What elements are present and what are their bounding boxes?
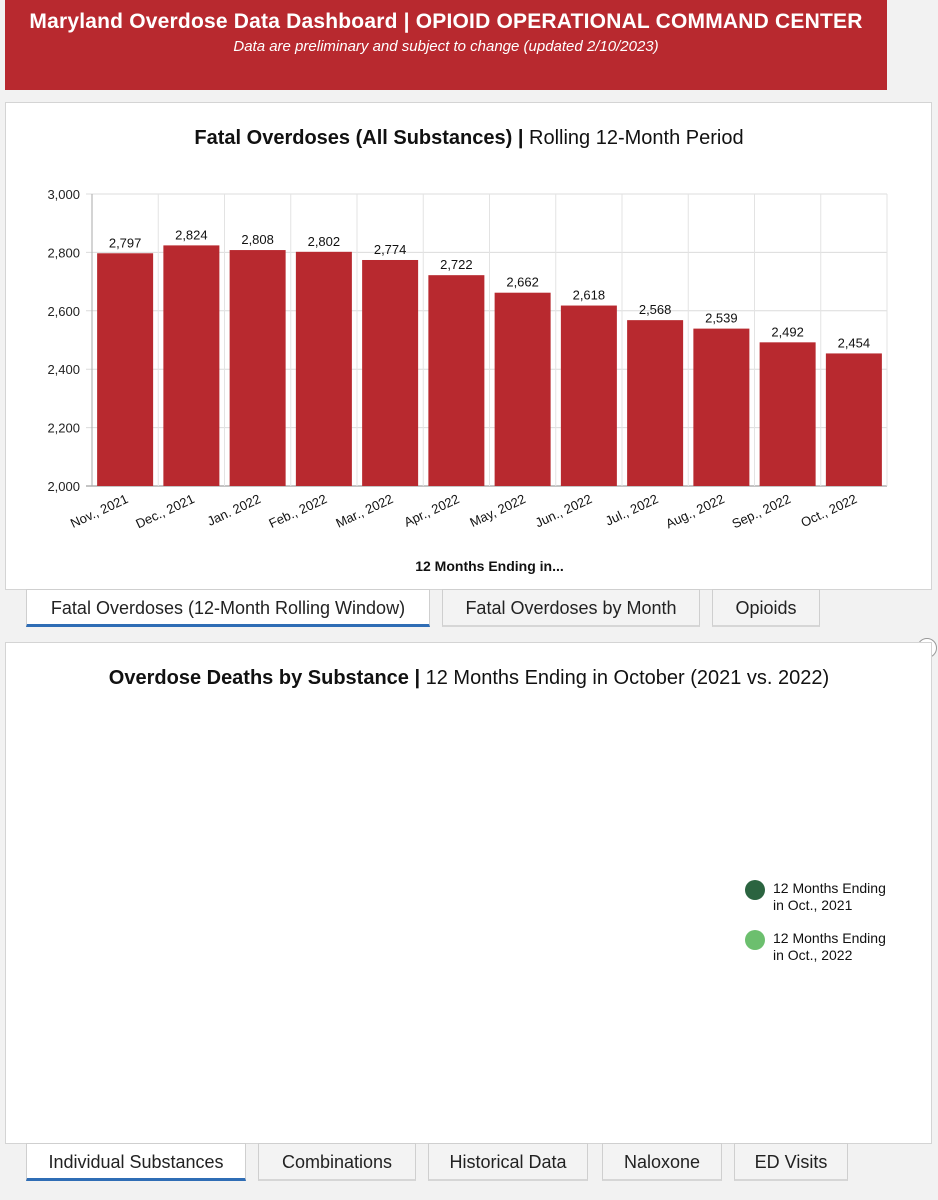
- dashboard-subtitle: Data are preliminary and subject to chan…: [233, 38, 659, 55]
- legend-label-2021-line1: 12 Months Ending: [773, 880, 886, 896]
- bottom-chart-title-bold: Overdose Deaths by Substance: [108, 667, 409, 689]
- tab-ed-visits[interactable]: ED Visits: [734, 1143, 848, 1181]
- dashboard-title: Maryland Overdose Data Dashboard | OPIOI…: [29, 10, 863, 33]
- legend-item-2021[interactable]: 12 Months Ending in Oct., 2021: [745, 880, 915, 914]
- legend-label-2022-line2: in Oct., 2022: [773, 947, 853, 963]
- tab-combinations[interactable]: Combinations: [258, 1143, 416, 1181]
- substance-panel: [5, 642, 932, 1144]
- bottom-chart-title-rest: 12 Months Ending in October (2021 vs. 20…: [420, 667, 830, 689]
- top-chart-title-rest: Rolling 12-Month Period: [523, 127, 744, 149]
- tab-historical-data[interactable]: Historical Data: [428, 1143, 588, 1181]
- legend: 12 Months Ending in Oct., 2021 12 Months…: [745, 880, 915, 980]
- tab-fatal-overdoses-rolling[interactable]: Fatal Overdoses (12-Month Rolling Window…: [26, 589, 430, 627]
- header-banner: Maryland Overdose Data Dashboard | OPIOI…: [5, 0, 887, 90]
- tab-fatal-overdoses-by-month[interactable]: Fatal Overdoses by Month: [442, 589, 700, 627]
- legend-label-2021-line2: in Oct., 2021: [773, 897, 853, 913]
- tab-opioids[interactable]: Opioids: [712, 589, 820, 627]
- legend-dot-2022: [745, 930, 765, 950]
- top-chart-title-sep: |: [512, 127, 524, 149]
- top-chart-title: Fatal Overdoses (All Substances) | Rolli…: [0, 127, 938, 150]
- legend-item-2022[interactable]: 12 Months Ending in Oct., 2022: [745, 930, 915, 964]
- top-tab-bar: Fatal Overdoses (12-Month Rolling Window…: [0, 589, 938, 633]
- top-chart-title-bold: Fatal Overdoses (All Substances): [194, 127, 513, 149]
- bottom-chart-title-sep: |: [408, 667, 421, 689]
- bottom-chart-title: Overdose Deaths by Substance | 12 Months…: [0, 667, 938, 690]
- tab-individual-substances[interactable]: Individual Substances: [26, 1143, 246, 1181]
- legend-dot-2021: [745, 880, 765, 900]
- bottom-tab-bar: Individual Substances Combinations Histo…: [0, 1143, 938, 1187]
- fatal-overdoses-panel: [5, 102, 932, 590]
- tab-naloxone[interactable]: Naloxone: [602, 1143, 722, 1181]
- legend-label-2022-line1: 12 Months Ending: [773, 930, 886, 946]
